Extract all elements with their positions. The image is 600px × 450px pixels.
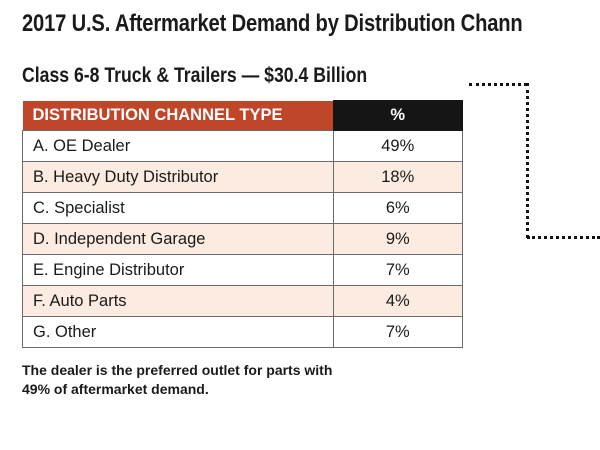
connector-line [527,236,600,239]
channel-type: C. Specialist [22,192,334,224]
table-row: B. Heavy Duty Distributor 18% [22,161,463,193]
connector-line [526,83,529,238]
table-row: C. Specialist 6% [22,192,463,224]
table-row: E. Engine Distributor 7% [22,254,463,286]
header-channel-type: DISTRIBUTION CHANNEL TYPE [22,100,333,131]
channel-type: B. Heavy Duty Distributor [22,161,334,193]
channel-percent: 7% [332,254,463,286]
channel-type: G. Other [22,316,334,348]
table-row: G. Other 7% [22,316,463,348]
channel-percent: 18% [332,161,463,193]
channel-percent: 49% [332,130,463,162]
footnote-line: The dealer is the preferred outlet for p… [22,362,333,378]
header-percent: % [332,100,463,131]
footnote: The dealer is the preferred outlet for p… [22,361,332,399]
channel-percent: 6% [332,192,463,224]
channel-percent: 9% [332,223,463,255]
connector-line [469,83,527,86]
channel-type: A. OE Dealer [22,130,334,162]
table-row: F. Auto Parts 4% [22,285,463,317]
channel-type: D. Independent Garage [22,223,334,255]
channel-type: F. Auto Parts [22,285,334,317]
table-row: A. OE Dealer 49% [22,130,463,162]
channel-type: E. Engine Distributor [22,254,334,286]
subtitle: Class 6-8 Truck & Trailers — $30.4 Billi… [22,64,368,87]
channel-percent: 7% [332,316,463,348]
distribution-table: DISTRIBUTION CHANNEL TYPE % A. OE Dealer… [22,100,463,348]
footnote-line: 49% of aftermarket demand. [22,381,209,397]
table-header: DISTRIBUTION CHANNEL TYPE % [22,100,463,131]
channel-percent: 4% [332,285,463,317]
page-title: 2017 U.S. Aftermarket Demand by Distribu… [22,10,523,37]
table-row: D. Independent Garage 9% [22,223,463,255]
